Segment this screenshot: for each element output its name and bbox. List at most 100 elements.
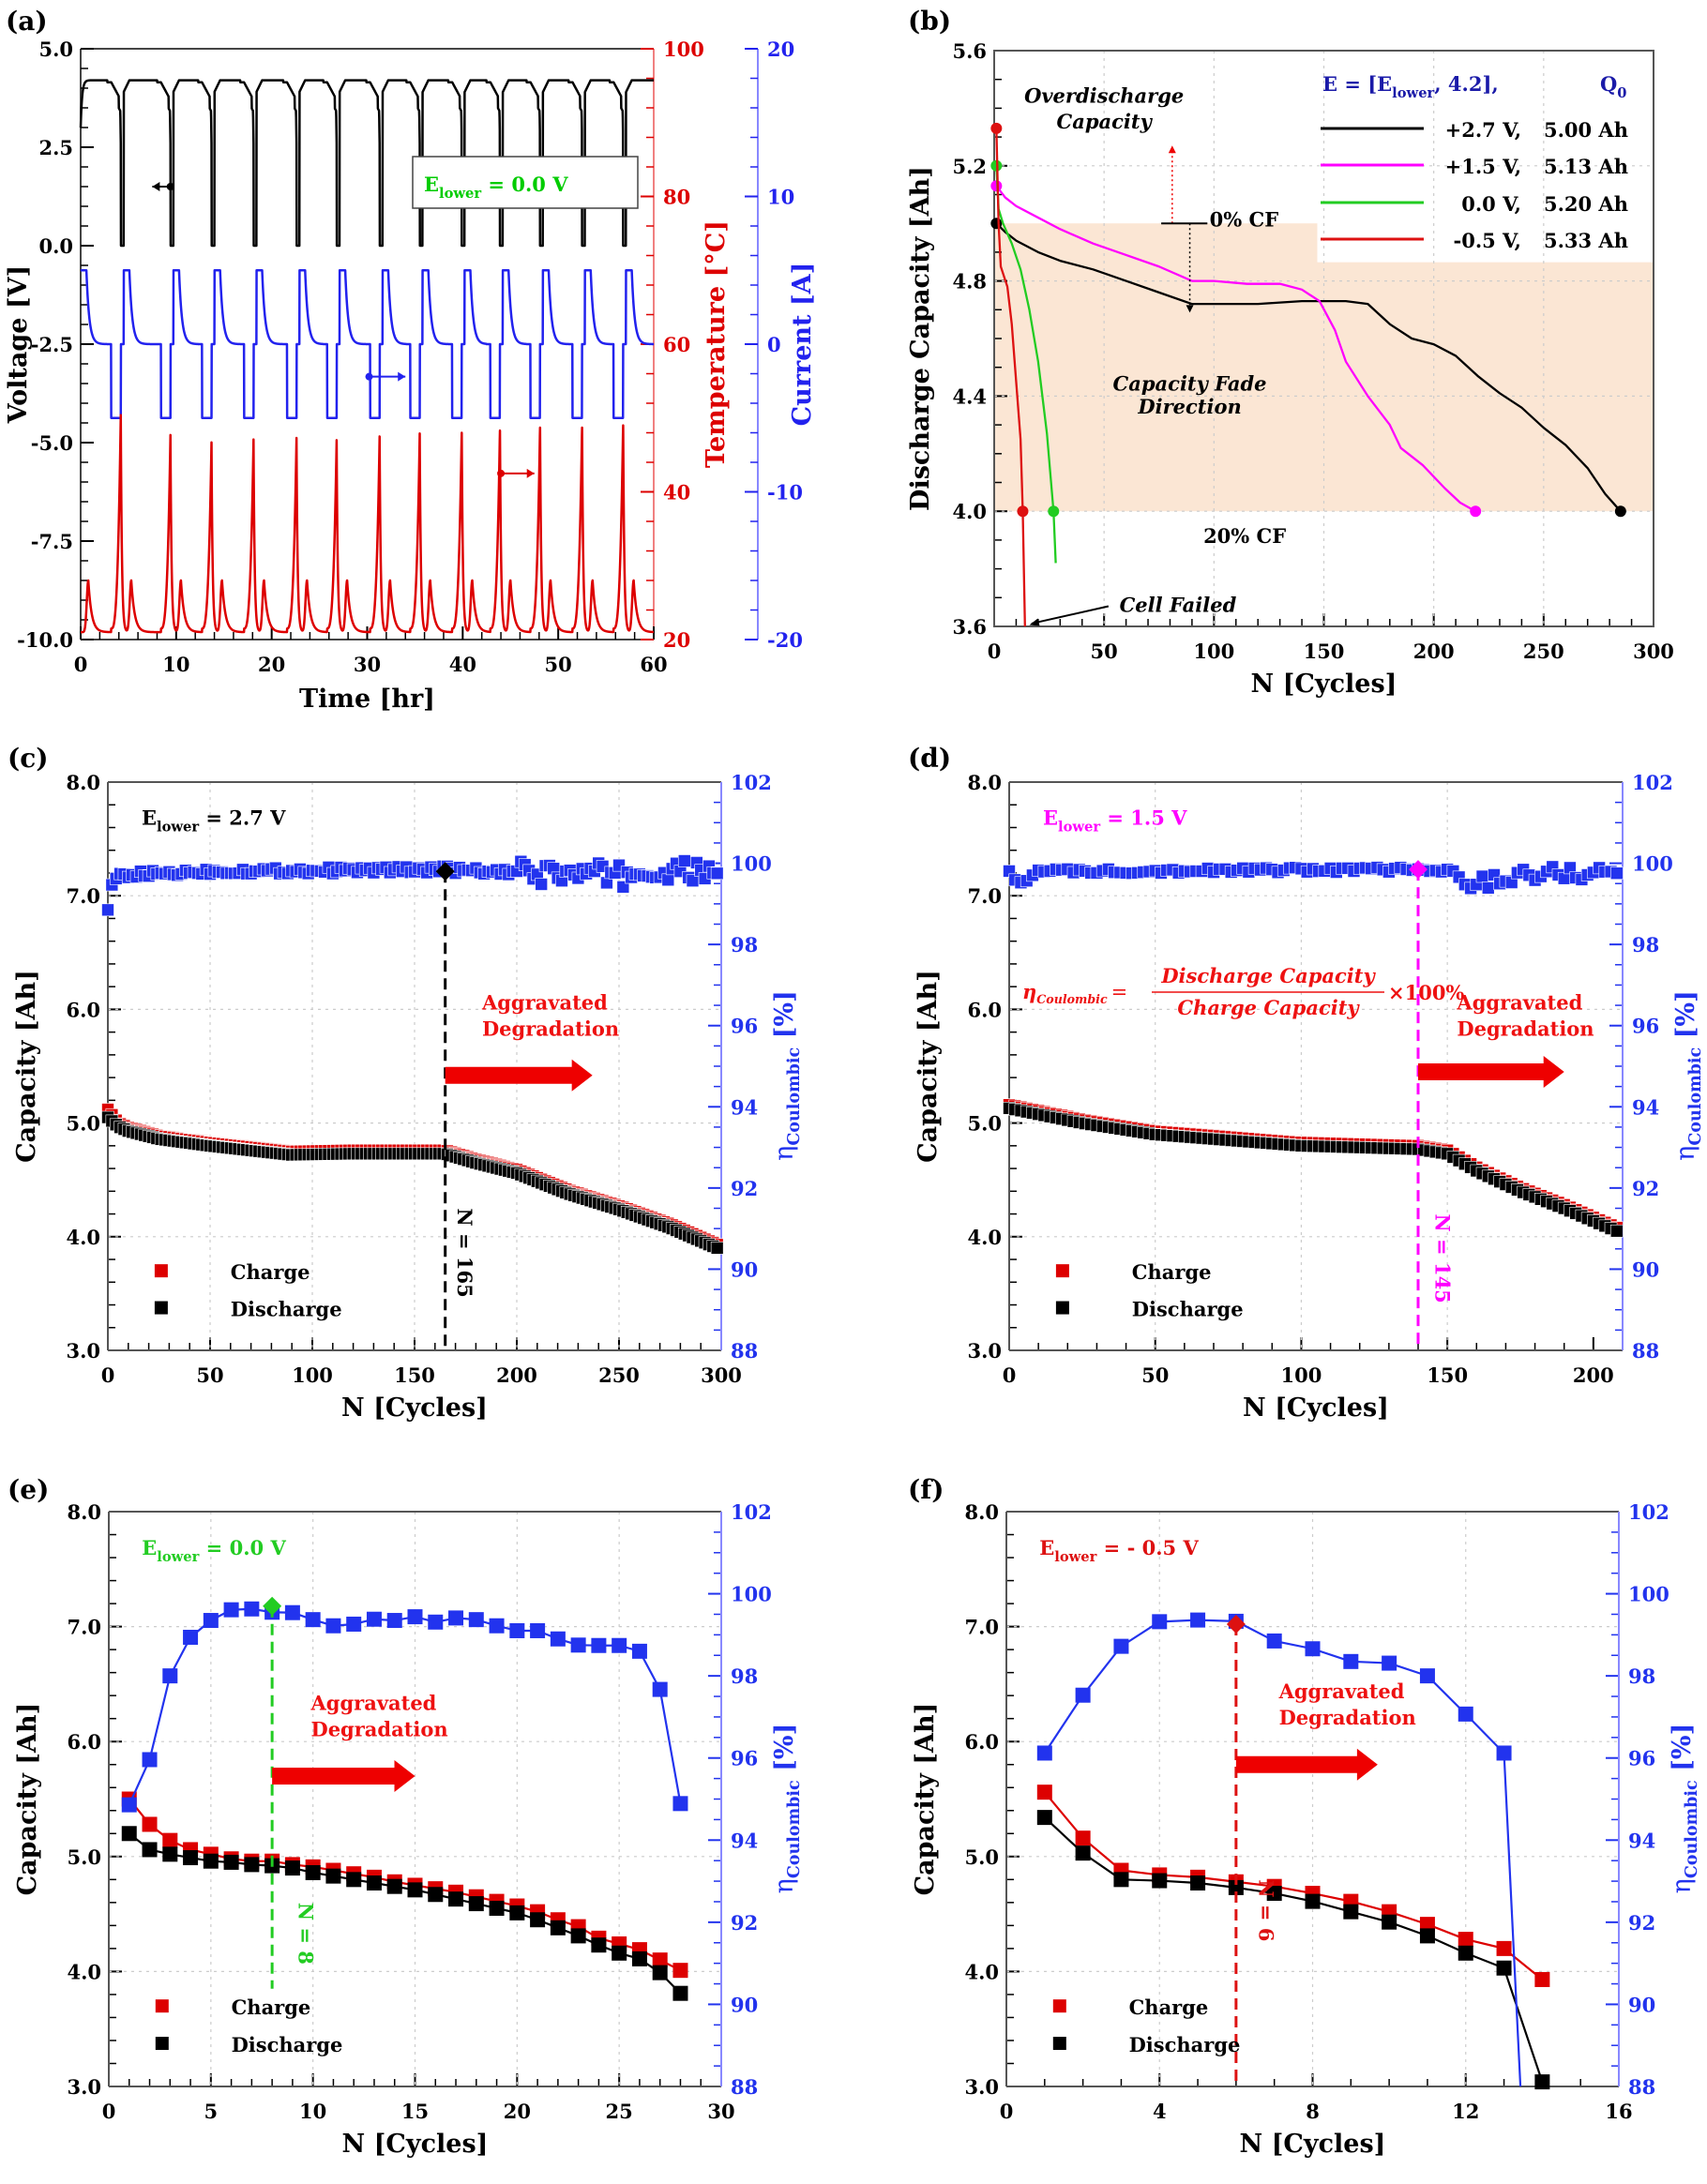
y2-tick-label: 88 (731, 1339, 758, 1363)
e-lower-annotation-sub: lower (1058, 819, 1100, 835)
y-tick-label: 4.8 (952, 270, 987, 294)
formula-numerator: Discharge Capacity (1160, 964, 1376, 987)
panel-c: (c) 0 50 100 150 200 250 300 3.0 4.0 5.0 6.0 7.0 8.0 8… (8, 743, 804, 1423)
x-tick-label: 100 (292, 1363, 333, 1387)
discharge-marker (386, 1878, 402, 1894)
y-tick-label: 2.5 (38, 136, 73, 159)
efficiency-marker (142, 1752, 158, 1768)
annotation-box (412, 156, 639, 209)
e-lower-annotation: Elower = 1.5 V (1043, 806, 1187, 835)
y-tick-label: 3.0 (66, 1339, 100, 1363)
legend-header-sub: lower (1392, 85, 1434, 101)
efficiency-line (128, 1607, 682, 1806)
charge-marker (1534, 1971, 1550, 1987)
efficiency-marker (468, 1612, 484, 1628)
cf0-label: 0% CF (1210, 207, 1279, 231)
discharge-marker (284, 1860, 300, 1876)
y2-tick-label: 98 (731, 933, 758, 956)
e-lower-annotation-tail: = - 0.5 V (1096, 1536, 1199, 1559)
efficiency-marker (612, 1637, 627, 1653)
y2-tick-label: 88 (1632, 1339, 1659, 1363)
efficiency-marker (1557, 871, 1571, 885)
panel-d: (d) 0 50 100 150 200 3.0 4.0 5.0 6.0 7.0 8.0 88 90 92 9… (908, 743, 1705, 1423)
discharge-marker (1419, 1928, 1435, 1944)
panel-label: (d) (908, 743, 951, 774)
y2-tick-label: 10 (767, 186, 794, 209)
efficiency-marker (386, 1613, 402, 1629)
y2-tick-label: 94 (731, 1829, 758, 1852)
efficiency-marker (1036, 1745, 1052, 1761)
temperature-line (79, 414, 656, 634)
discharge-marker (1609, 1224, 1624, 1238)
legend-charge-label: Charge (232, 1996, 311, 2019)
y2-tick-label: 92 (731, 1911, 758, 1935)
discharge-marker (428, 1887, 444, 1903)
y2-tick-label: -10 (767, 481, 803, 505)
x-tick-label: 50 (1141, 1363, 1169, 1387)
y2-tick-label: 20 (767, 38, 794, 61)
discharge-marker (1343, 1904, 1359, 1920)
y2-tick-label: 98 (1628, 1664, 1655, 1688)
discharge-marker (1458, 1945, 1473, 1961)
e-lower-annotation-main: E (142, 1536, 157, 1559)
y2-axis-title: ηCoulombic [%] (1671, 990, 1705, 1161)
n-marker-label: N = 145 (1431, 1214, 1455, 1303)
y2-tick-label: 40 (663, 481, 690, 505)
capacity-line (995, 185, 1476, 513)
y2-tick-label: 88 (1628, 2075, 1655, 2099)
discharge-marker (1113, 1872, 1129, 1888)
panel-f: (f) 0 4 8 12 16 3.0 4.0 5.0 6.0 7.0 8.0 88 90 92 94 96 98… (908, 1474, 1701, 2159)
x-tick-label: 0 (988, 640, 1002, 663)
legend-label: 0.0 V, (1461, 192, 1521, 216)
end-marker (1017, 505, 1029, 518)
y2-tick-label: 60 (663, 333, 690, 356)
discharge-marker (1496, 1960, 1512, 1976)
e-lower-annotation: Elower = - 0.5 V (1039, 1536, 1199, 1565)
eta-symbol: η (770, 1878, 799, 1893)
charge-marker (652, 1952, 668, 1968)
discharge-marker (1382, 1914, 1397, 1930)
y2-tick-label: 100 (663, 38, 704, 61)
discharge-marker (1305, 1893, 1321, 1909)
y-axis-title: Capacity [Ah] (12, 970, 41, 1163)
panel-label: (f) (908, 1474, 944, 1505)
y-tick-label: -5.0 (31, 431, 73, 455)
x-tick-label: 150 (1427, 1363, 1468, 1387)
efficiency-marker (448, 1610, 464, 1626)
current-axis-title: Current [A] (788, 263, 817, 427)
y2-title-tail: [%] (1671, 990, 1700, 1047)
x-tick-label: 250 (1523, 640, 1564, 663)
efficiency-marker (1305, 1641, 1321, 1657)
discharge-marker (121, 1826, 137, 1842)
x-tick-label: 15 (401, 2100, 429, 2123)
y2-tick-label: -20 (767, 628, 803, 652)
cell-failed-arrowhead-icon (1029, 618, 1040, 626)
y-tick-label: -10.0 (17, 628, 73, 652)
legend-q0: 5.00 Ah (1544, 118, 1628, 142)
y-tick-label: 8.0 (67, 1500, 101, 1524)
y2-title-tail: [%] (770, 990, 799, 1047)
e-lower-annotation-sub: lower (157, 1549, 199, 1565)
discharge-marker (366, 1875, 382, 1890)
x-tick-label: 20 (504, 2100, 531, 2123)
legend-charge-swatch (1055, 1264, 1069, 1278)
y2-title-sub: Coulombic (1683, 1780, 1701, 1878)
efficiency-marker (1343, 1653, 1359, 1669)
x-tick-label: 30 (354, 653, 381, 676)
y2-tick-label: 94 (1632, 1095, 1659, 1119)
efficiency-marker (570, 1637, 586, 1653)
discharge-marker (710, 1242, 724, 1255)
degradation-label: Aggravated (310, 1691, 436, 1714)
discharge-marker (162, 1846, 178, 1862)
y-tick-label: 6.0 (66, 998, 100, 1021)
legend-charge-swatch (154, 1264, 168, 1278)
y-tick-label: 4.0 (67, 1960, 101, 1983)
efficiency-marker (1419, 1668, 1435, 1684)
efficiency-marker (1152, 1614, 1168, 1630)
x-tick-label: 0 (101, 1363, 115, 1387)
efficiency-marker (616, 881, 630, 894)
efficiency-marker (631, 1643, 647, 1659)
efficiency-marker (652, 1681, 668, 1697)
y-tick-label: 3.6 (952, 615, 987, 639)
